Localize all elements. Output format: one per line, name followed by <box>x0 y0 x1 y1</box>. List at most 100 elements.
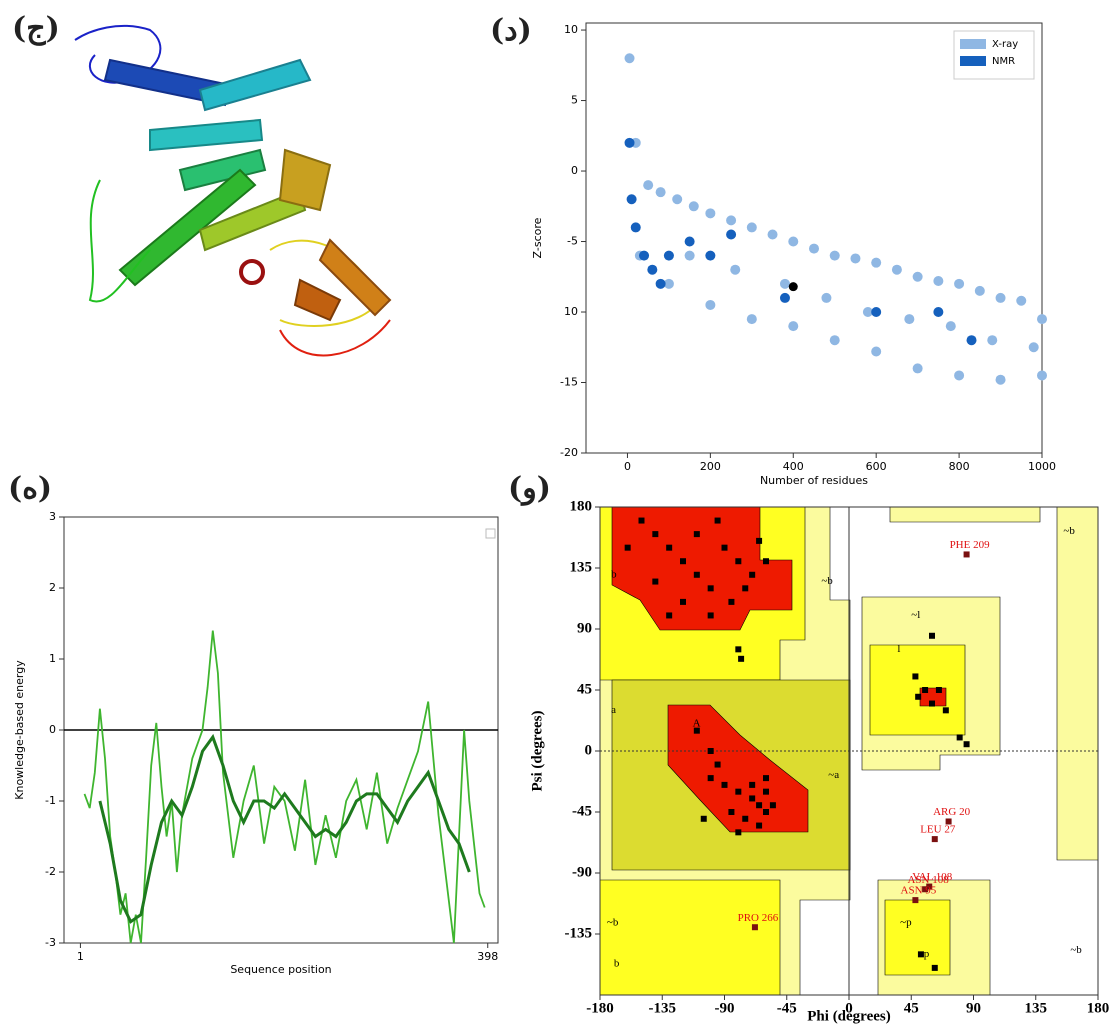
structure-point <box>684 236 695 247</box>
structure-point <box>821 292 832 303</box>
y-tick-label: -2 <box>45 865 56 878</box>
region-label: a <box>611 704 616 716</box>
structure-point <box>630 222 641 233</box>
residue <box>917 951 924 958</box>
outlier-label: LEU 27 <box>920 824 956 836</box>
y-tick-label: -20 <box>560 446 578 459</box>
structure-point <box>647 264 658 275</box>
structure-point <box>746 314 757 325</box>
y-tick-label: -5 <box>567 235 578 248</box>
legend-swatch <box>960 39 986 49</box>
y-tick-label: -135 <box>565 925 593 941</box>
region <box>884 899 951 976</box>
residue <box>693 727 700 734</box>
structure-point <box>672 194 683 205</box>
outlier-label: ARG 20 <box>933 806 970 818</box>
outlier <box>922 886 929 893</box>
structure-point <box>995 374 1006 385</box>
x-axis-label: Phi (degrees) <box>807 1008 890 1024</box>
structure-point <box>954 278 965 289</box>
y-axis-label: Z-score <box>531 217 544 258</box>
legend-swatch <box>960 56 986 66</box>
residue <box>680 598 686 605</box>
region <box>1056 506 1099 861</box>
structure-point <box>933 307 944 318</box>
y-axis-label: Knowledge-based energy <box>13 660 26 800</box>
residue <box>756 802 763 809</box>
region <box>889 506 1041 523</box>
structure-point <box>829 250 840 261</box>
y-tick-label: 0 <box>571 164 578 177</box>
structure-point <box>726 229 737 240</box>
x-tick-label: -180 <box>586 1000 614 1016</box>
residue <box>721 544 728 551</box>
region-label: b <box>611 568 617 580</box>
residue <box>700 815 707 822</box>
structure-point <box>663 278 674 289</box>
y-tick-label: 0 <box>49 723 56 736</box>
structure-point <box>954 370 965 381</box>
residue <box>963 741 970 748</box>
y-axis-label: Psi (degrees) <box>529 711 545 792</box>
x-tick-label: -135 <box>649 1000 677 1016</box>
region-label: l <box>897 643 900 655</box>
x-tick-label: 1000 <box>1028 460 1056 473</box>
x-tick-label: 135 <box>1025 1000 1048 1016</box>
residue <box>922 687 929 693</box>
structure-point <box>767 229 778 240</box>
outlier-label: PHE 209 <box>950 539 991 551</box>
structure-point <box>779 278 790 289</box>
outlier-label: PRO 266 <box>738 912 779 924</box>
y-tick-label: -90 <box>572 864 592 880</box>
structure-point <box>871 257 882 268</box>
region-label: ~p <box>900 917 912 929</box>
structure-point <box>1016 295 1027 306</box>
structure-point <box>809 243 819 254</box>
panel-label: (و) <box>508 471 551 506</box>
legend-label: NMR <box>992 56 1015 67</box>
x-tick-label: 0 <box>624 460 631 473</box>
structure-point <box>974 285 985 296</box>
structure-point <box>862 307 873 318</box>
residue <box>638 517 645 524</box>
region-label: ~b <box>1070 944 1082 956</box>
residue <box>728 809 735 815</box>
x-tick-label: -90 <box>715 1000 735 1016</box>
legend-box <box>485 528 496 539</box>
x-tick-label: 1 <box>77 950 84 963</box>
y-tick-label: 5 <box>571 94 578 107</box>
x-tick-label: -45 <box>777 1000 797 1016</box>
structure-point <box>987 335 998 346</box>
energy-line <box>98 733 471 924</box>
residue <box>728 598 735 605</box>
residue <box>707 775 714 782</box>
structure-point <box>871 346 882 357</box>
y-tick-label: 10 <box>564 305 578 318</box>
residue <box>929 632 935 639</box>
residue <box>666 544 673 551</box>
region <box>667 704 809 833</box>
residue <box>652 531 659 538</box>
structure-point <box>639 250 650 261</box>
y-tick-label: 3 <box>49 510 56 523</box>
residue <box>763 809 769 815</box>
y-tick-label: -15 <box>560 376 578 389</box>
y-tick-label: 0 <box>585 742 593 758</box>
structure-point <box>705 208 716 219</box>
structure-point <box>912 271 923 282</box>
residue <box>735 558 742 565</box>
region-label: ~b <box>821 575 833 587</box>
y-tick-label: -45 <box>572 803 592 819</box>
residue <box>652 578 659 585</box>
structure-point <box>904 314 915 325</box>
structure-point <box>995 292 1006 303</box>
structure-point <box>912 363 923 374</box>
structure-point <box>850 253 861 264</box>
structure-point <box>688 201 699 212</box>
structure-point <box>933 276 944 286</box>
residue <box>915 693 922 700</box>
residue <box>735 788 742 795</box>
structure-point <box>779 292 790 303</box>
chart: (و) -180 -135 -90 -45 0 45 90 135 180 -135 -90 -45 0 4… <box>508 471 1109 1024</box>
